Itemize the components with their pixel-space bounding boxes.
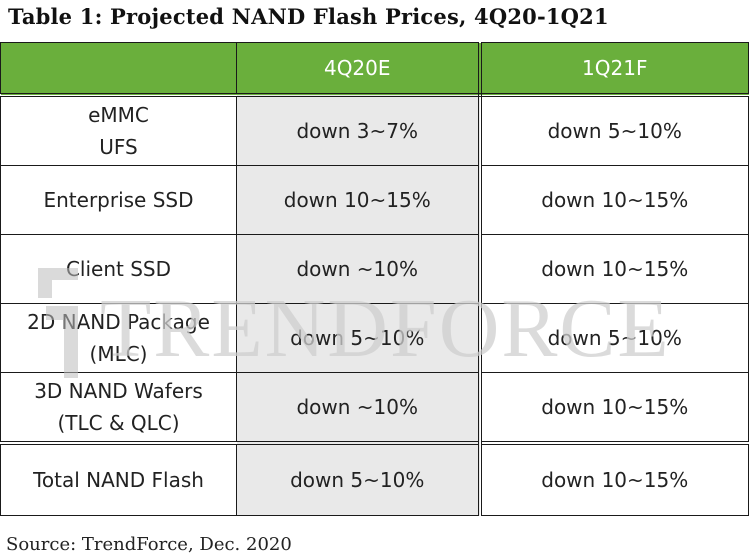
table-row-client-ssd: Client SSD down ~10% down 10~15% <box>0 234 749 304</box>
value-1q21f: down 10~15% <box>479 441 749 516</box>
source-note: Source: TrendForce, Dec. 2020 <box>6 534 292 555</box>
value-4q20e: down ~10% <box>236 234 482 304</box>
product-cell: eMMC UFS <box>0 94 237 166</box>
product-cell: 2D NAND Package (MLC) <box>0 303 237 373</box>
product-line1: Enterprise SSD <box>43 188 194 212</box>
table-row-enterprise-ssd: Enterprise SSD down 10~15% down 10~15% <box>0 165 749 235</box>
value-1q21f: down 5~10% <box>479 303 749 373</box>
value-1q21f: down 10~15% <box>479 234 749 304</box>
product-line1: 2D NAND Package <box>27 310 210 334</box>
product-line2: UFS <box>99 135 138 159</box>
header-4q20e: 4Q20E <box>236 42 482 97</box>
product-line2: (MLC) <box>89 342 148 366</box>
product-cell: Total NAND Flash <box>0 441 237 516</box>
product-line1: eMMC <box>88 103 149 127</box>
header-1q21f: 1Q21F <box>479 42 749 97</box>
table-row-emmc-ufs: eMMC UFS down 3~7% down 5~10% <box>0 94 749 166</box>
product-line1: Client SSD <box>65 257 172 281</box>
header-corner-cell <box>0 42 237 97</box>
product-cell: Client SSD <box>0 234 237 304</box>
table-row-2d-nand-package: 2D NAND Package (MLC) down 5~10% down 5~… <box>0 303 749 373</box>
product-cell: 3D NAND Wafers (TLC & QLC) <box>0 372 237 444</box>
product-line2: (TLC & QLC) <box>57 411 180 435</box>
value-4q20e: down ~10% <box>236 372 482 444</box>
value-4q20e: down 10~15% <box>236 165 482 235</box>
value-1q21f: down 10~15% <box>479 165 749 235</box>
nand-price-table: 4Q20E 1Q21F eMMC UFS down 3~7% down 5~10… <box>0 42 749 516</box>
value-4q20e: down 5~10% <box>236 441 482 516</box>
value-4q20e: down 3~7% <box>236 94 482 166</box>
value-1q21f: down 10~15% <box>479 372 749 444</box>
value-4q20e: down 5~10% <box>236 303 482 373</box>
table-title: Table 1: Projected NAND Flash Prices, 4Q… <box>8 4 609 29</box>
value-1q21f: down 5~10% <box>479 94 749 166</box>
table-row-total-nand-flash: Total NAND Flash down 5~10% down 10~15% <box>0 441 749 516</box>
product-cell: Enterprise SSD <box>0 165 237 235</box>
table-header-row: 4Q20E 1Q21F <box>0 42 749 97</box>
table-row-3d-nand-wafers: 3D NAND Wafers (TLC & QLC) down ~10% dow… <box>0 372 749 444</box>
product-line1: 3D NAND Wafers <box>34 379 203 403</box>
product-line1: Total NAND Flash <box>33 468 204 492</box>
price-table-container: 4Q20E 1Q21F eMMC UFS down 3~7% down 5~10… <box>0 42 749 532</box>
